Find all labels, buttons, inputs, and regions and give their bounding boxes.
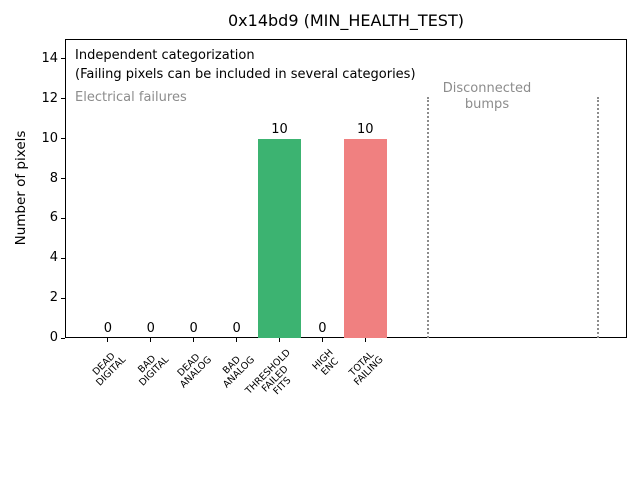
x-tick-label: TOTAL FAILING bbox=[347, 349, 386, 388]
y-tick-label: 8 bbox=[49, 170, 58, 186]
separator-line bbox=[426, 97, 429, 338]
x-tick-label: DEAD ANALOG bbox=[175, 351, 214, 391]
y-tick-label: 4 bbox=[49, 250, 58, 266]
x-tick bbox=[236, 338, 238, 342]
annotation-categories-note: (Failing pixels can be included in sever… bbox=[75, 67, 416, 82]
bar-value-label: 10 bbox=[357, 121, 374, 137]
annotation-electrical-failures: Electrical failures bbox=[75, 90, 187, 105]
separator-line bbox=[596, 97, 599, 338]
chart-title: 0x14bd9 (MIN_HEALTH_TEST) bbox=[228, 11, 464, 30]
x-tick-label: DEAD DIGITAL bbox=[90, 350, 129, 389]
x-tick bbox=[150, 338, 152, 342]
x-tick-label: BAD DIGITAL bbox=[135, 353, 171, 389]
y-tick-label: 10 bbox=[41, 130, 58, 146]
bar-value-label: 0 bbox=[146, 321, 155, 336]
y-tick-label: 12 bbox=[41, 90, 58, 106]
bar-value-label: 0 bbox=[318, 321, 327, 336]
bar-value-label: 10 bbox=[271, 121, 288, 137]
bar bbox=[258, 138, 301, 338]
y-tick-label: 0 bbox=[49, 330, 58, 345]
y-tick bbox=[61, 98, 65, 100]
x-tick bbox=[364, 338, 366, 342]
y-tick bbox=[61, 58, 65, 60]
y-tick bbox=[61, 337, 65, 339]
x-tick-label: HIGH ENC bbox=[310, 347, 341, 378]
annotation-disconnected-bumps: Disconnected bumps bbox=[442, 81, 532, 112]
y-tick bbox=[61, 217, 65, 219]
y-axis-label: Number of pixels bbox=[13, 130, 29, 246]
annotation-independent-categorization: Independent categorization bbox=[75, 48, 255, 63]
x-tick bbox=[321, 338, 323, 342]
x-tick bbox=[279, 338, 280, 342]
y-tick bbox=[61, 257, 65, 259]
y-tick-label: 2 bbox=[49, 290, 58, 306]
y-tick-label: 6 bbox=[49, 210, 58, 226]
bar-value-label: 0 bbox=[189, 321, 198, 336]
y-tick bbox=[61, 178, 65, 180]
x-tick-label: THRESHOLD FAILED FITS bbox=[243, 347, 294, 398]
x-tick bbox=[193, 338, 195, 342]
bar bbox=[343, 138, 387, 338]
y-tick bbox=[61, 297, 65, 299]
bar-value-label: 0 bbox=[232, 321, 241, 336]
bar-value-label: 0 bbox=[103, 321, 113, 336]
y-tick bbox=[61, 138, 65, 140]
x-tick bbox=[107, 338, 109, 342]
y-tick-label: 14 bbox=[41, 50, 58, 66]
